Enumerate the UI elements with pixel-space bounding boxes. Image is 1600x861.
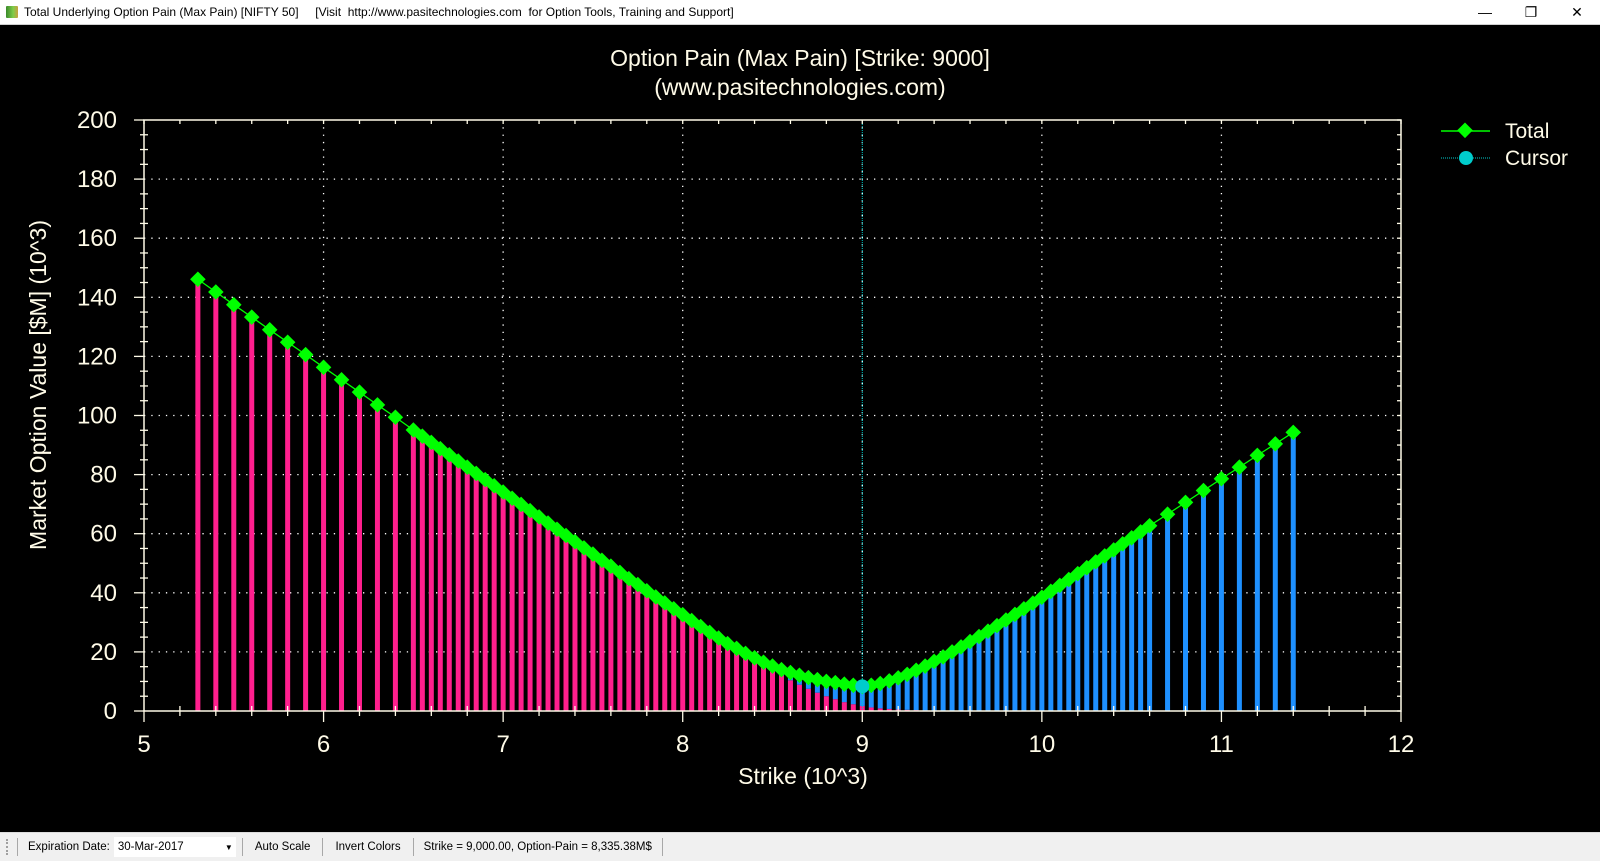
chart-subtitle: (www.pasitechnologies.com) xyxy=(654,74,945,100)
svg-text:80: 80 xyxy=(90,462,117,489)
svg-text:11: 11 xyxy=(1209,731,1234,758)
chart-title: Option Pain (Max Pain) [Strike: 9000] xyxy=(610,45,990,71)
svg-text:5: 5 xyxy=(137,731,150,758)
restore-icon: ❐ xyxy=(1525,4,1538,21)
svg-text:120: 120 xyxy=(77,343,117,370)
restore-button[interactable]: ❐ xyxy=(1508,0,1554,24)
svg-text:10: 10 xyxy=(1029,731,1056,758)
cursor-legend-icon xyxy=(1459,151,1473,165)
total-line xyxy=(190,271,1301,694)
max-pain-chart[interactable]: Option Pain (Max Pain) [Strike: 9000] (w… xyxy=(0,25,1600,832)
separator xyxy=(413,838,414,856)
separator xyxy=(662,838,663,856)
minimize-button[interactable]: — xyxy=(1462,0,1508,24)
svg-text:0: 0 xyxy=(104,698,117,725)
close-button[interactable]: ✕ xyxy=(1554,0,1600,24)
svg-text:40: 40 xyxy=(90,580,117,607)
svg-text:9: 9 xyxy=(856,731,869,758)
svg-text:20: 20 xyxy=(90,639,117,666)
app-icon xyxy=(6,6,18,18)
svg-text:140: 140 xyxy=(77,284,117,311)
window-controls: — ❐ ✕ xyxy=(1462,0,1600,24)
window-title: Total Underlying Option Pain (Max Pain) … xyxy=(24,5,734,19)
title-bar: Total Underlying Option Pain (Max Pain) … xyxy=(0,0,1600,25)
cursor-readout: Strike = 9,000.00, Option-Pain = 8,335.3… xyxy=(420,841,656,853)
svg-text:100: 100 xyxy=(77,403,117,430)
auto-scale-button[interactable]: Auto Scale xyxy=(249,837,317,857)
legend-cursor: Cursor xyxy=(1505,147,1568,170)
svg-text:8: 8 xyxy=(676,731,689,758)
invert-colors-button[interactable]: Invert Colors xyxy=(329,837,406,857)
expiration-date-value: 30-Mar-2017 xyxy=(118,841,222,853)
chevron-down-icon[interactable]: ▼ xyxy=(222,843,236,852)
separator xyxy=(17,838,18,856)
toolbar-grip-icon[interactable] xyxy=(6,839,11,855)
svg-text:60: 60 xyxy=(90,521,117,548)
separator xyxy=(322,838,323,856)
svg-text:200: 200 xyxy=(77,107,117,134)
x-axis-label: Strike (10^3) xyxy=(738,763,868,789)
legend: Total Cursor xyxy=(1441,120,1568,170)
y-axis-label: Market Option Value [$M] (10^3) xyxy=(25,220,51,550)
svg-text:180: 180 xyxy=(77,166,117,193)
separator xyxy=(242,838,243,856)
expiration-date-label: Expiration Date: xyxy=(24,841,114,853)
status-bar: Expiration Date: 30-Mar-2017 ▼ Auto Scal… xyxy=(0,832,1600,861)
legend-total: Total xyxy=(1505,120,1549,143)
close-icon: ✕ xyxy=(1571,4,1583,21)
minimize-icon: — xyxy=(1478,4,1492,20)
expiration-date-select[interactable]: 30-Mar-2017 ▼ xyxy=(114,837,236,857)
svg-text:6: 6 xyxy=(317,731,330,758)
total-legend-icon xyxy=(1457,123,1473,139)
svg-text:12: 12 xyxy=(1388,731,1415,758)
svg-text:7: 7 xyxy=(496,731,509,758)
svg-text:160: 160 xyxy=(77,225,117,252)
chart-area[interactable]: Option Pain (Max Pain) [Strike: 9000] (w… xyxy=(0,25,1600,832)
grid-lines xyxy=(144,120,1401,711)
